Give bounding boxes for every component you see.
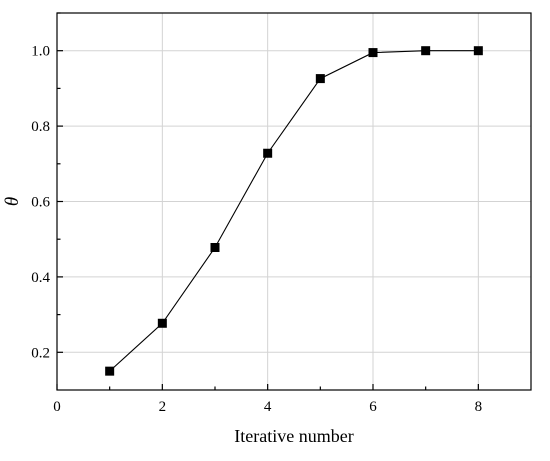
- y-tick-label: 1.0: [31, 44, 50, 60]
- x-tick-label: 4: [264, 399, 272, 415]
- x-tick-label: 6: [369, 399, 377, 415]
- data-point-marker: [421, 46, 431, 56]
- axis-ticks: [56, 12, 479, 390]
- data-point-marker: [210, 242, 220, 252]
- data-point-marker: [473, 46, 483, 56]
- x-tick-label: 2: [159, 399, 167, 415]
- y-tick-label: 0.8: [31, 119, 50, 135]
- gridlines: [57, 13, 531, 390]
- x-tick-label: 0: [53, 399, 61, 415]
- y-axis-title: θ: [2, 197, 23, 206]
- data-point-marker: [263, 148, 273, 158]
- x-axis-title: Iterative number: [234, 426, 353, 446]
- series-layer: [105, 46, 483, 376]
- x-tick-label: 8: [475, 399, 483, 415]
- series-line: [109, 50, 479, 372]
- data-point-marker: [105, 366, 115, 376]
- y-tick-label: 0.6: [31, 195, 50, 211]
- y-tick-label: 0.4: [31, 270, 50, 286]
- tick-labels: 0 2 4 6 8 0.2 0.4 0.6 0.8 1.0: [31, 44, 482, 415]
- data-point-marker: [157, 318, 167, 328]
- data-point-marker: [368, 48, 378, 58]
- y-tick-label: 0.2: [31, 345, 50, 361]
- data-point-marker: [315, 74, 325, 84]
